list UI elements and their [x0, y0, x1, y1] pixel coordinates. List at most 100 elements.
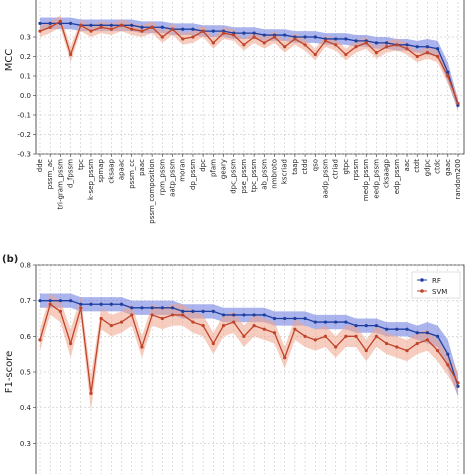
panel-a-mcc: -0.3-0.2-0.10.00.10.20.3 MCC dde pssm_ac t…: [4, 0, 465, 224]
point-rf: [334, 320, 338, 324]
point-rf: [262, 33, 266, 37]
point-svm: [89, 391, 93, 395]
point-rf: [344, 320, 348, 324]
point-svm: [344, 52, 348, 57]
point-svm: [181, 37, 185, 41]
category-label: nmbroto: [270, 159, 278, 189]
category-label: pssm_composition: [148, 159, 156, 224]
panel-b-points: [38, 299, 460, 395]
category-label: ctriad: [332, 159, 340, 179]
panel-b-y-ticks: 0.3 0.4 0.5 0.6 0.7 0.8: [20, 262, 36, 448]
category-label: pse_pssm: [240, 159, 248, 194]
y-tick-label: 0.8: [20, 262, 31, 270]
point-rf: [181, 309, 185, 313]
point-svm: [313, 52, 317, 57]
point-svm: [109, 324, 113, 328]
category-label: pssm_cc: [128, 159, 136, 189]
point-svm: [48, 302, 52, 306]
category-label: random200: [454, 159, 462, 200]
point-rf: [201, 309, 205, 313]
point-rf: [415, 331, 419, 335]
category-label: pfam: [209, 159, 217, 177]
point-svm: [201, 324, 205, 328]
y-tick-label: 0.1: [20, 73, 31, 81]
point-svm: [456, 381, 460, 385]
point-rf: [262, 313, 266, 317]
series-line-svm: [39, 303, 459, 394]
point-svm: [446, 74, 450, 78]
series-line-rf: [40, 300, 459, 387]
point-svm: [221, 31, 226, 35]
category-label: aac: [403, 159, 411, 172]
point-svm: [99, 316, 103, 321]
point-svm: [252, 324, 256, 328]
point-svm: [68, 341, 73, 346]
y-tick-label: 0.2: [20, 53, 31, 61]
point-svm: [191, 320, 195, 324]
point-rf: [191, 309, 195, 313]
category-label: cksaagp: [383, 158, 391, 188]
point-rf: [89, 23, 93, 27]
point-rf: [252, 31, 256, 35]
point-rf: [242, 313, 246, 317]
category-label: tpc_pssm: [250, 159, 258, 192]
point-rf: [89, 302, 93, 306]
point-rf: [252, 313, 256, 317]
series-line-svm: [39, 20, 459, 104]
point-svm: [130, 313, 134, 317]
category-label: qso: [311, 159, 319, 171]
point-rf: [385, 327, 389, 331]
point-svm: [405, 349, 409, 353]
category-label: medp_pssm: [362, 159, 370, 201]
point-svm: [170, 313, 175, 317]
point-svm: [109, 27, 113, 31]
point-rf: [395, 327, 399, 331]
point-svm: [415, 54, 419, 59]
category-label: paac: [138, 159, 146, 176]
panel-b-lines: [39, 300, 459, 394]
point-svm: [58, 309, 62, 313]
panel-a-y-ticks: -0.3 -0.2 -0.1 0.0 0.1 0.2 0.3: [17, 34, 36, 159]
point-rf: [211, 29, 215, 33]
panel-b-y-axis-label: F1-score: [4, 351, 15, 394]
point-svm: [262, 41, 266, 45]
point-rf: [303, 35, 307, 39]
point-svm: [364, 41, 368, 45]
point-rf: [293, 316, 297, 321]
y-tick-label: -0.2: [17, 131, 31, 139]
point-svm: [160, 35, 164, 39]
point-rf: [436, 47, 440, 51]
panel-a-y-axis-label: MCC: [4, 49, 15, 72]
point-svm: [181, 313, 185, 317]
category-label: dde: [36, 159, 44, 172]
point-svm: [119, 23, 124, 27]
point-svm: [334, 43, 338, 47]
category-label: dpc: [199, 159, 207, 172]
point-svm: [232, 33, 236, 37]
category-label: cksaap: [107, 158, 115, 183]
category-label: ab_pssm: [260, 159, 268, 190]
point-svm: [374, 51, 379, 55]
point-rf: [242, 31, 246, 35]
category-label: k-sep_pssm: [87, 159, 95, 200]
panel-b-frame: [35, 264, 465, 474]
point-rf: [313, 35, 317, 39]
point-rf: [79, 302, 83, 306]
panel-b-legend: RF SVM: [411, 271, 461, 299]
point-rf: [48, 21, 52, 25]
category-label: tri-gram_pssm: [56, 159, 64, 210]
point-svm: [221, 324, 226, 328]
point-rf: [425, 45, 430, 49]
panel-a-category-labels: dde pssm_ac tri-gram_pssm d_fpssm tpc k-sep_p…: [36, 154, 462, 224]
point-svm: [262, 327, 266, 331]
legend-label-rf: RF: [432, 277, 441, 285]
point-rf: [48, 299, 52, 303]
point-rf: [374, 324, 379, 328]
category-label: dp_pssm: [189, 159, 197, 190]
point-rf: [405, 43, 409, 47]
point-rf: [354, 324, 358, 328]
point-svm: [242, 334, 246, 338]
legend-label-svm: SVM: [432, 288, 447, 296]
point-svm: [334, 345, 338, 349]
